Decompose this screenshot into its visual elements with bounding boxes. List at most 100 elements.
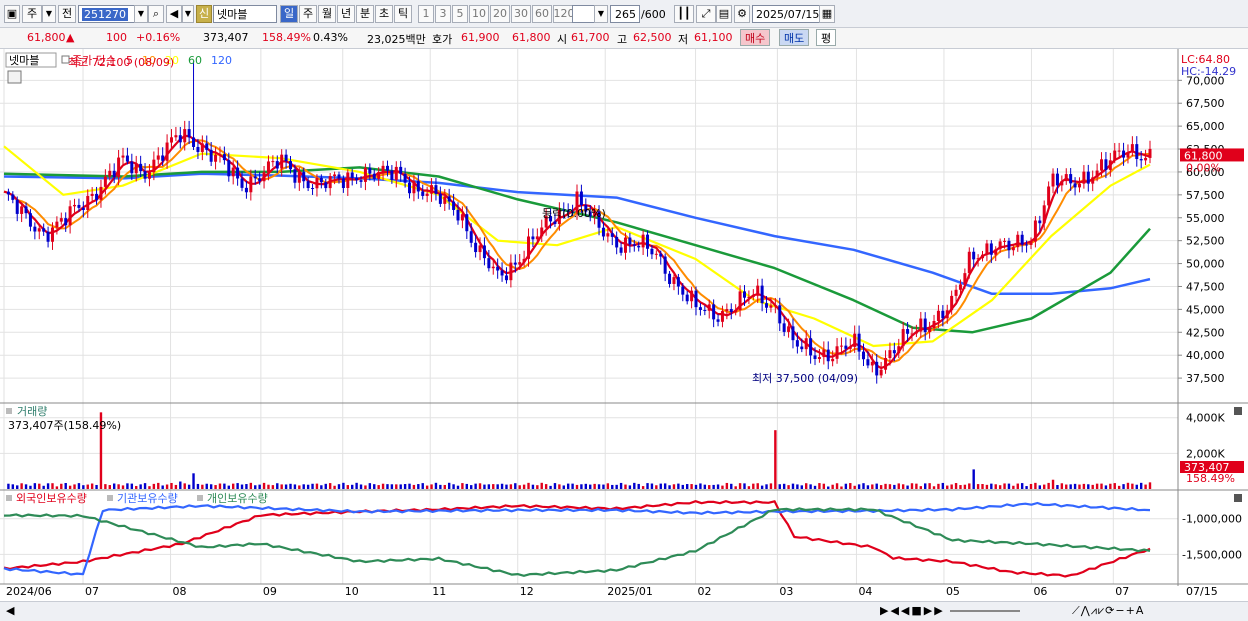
calendar-icon[interactable]: ▦ [819,5,835,23]
candle-body [174,135,178,138]
refresh-icon[interactable]: ⟳ [1105,604,1116,617]
zoom-out-icon[interactable]: − [1115,604,1126,617]
volume-bar [888,484,892,489]
volume-bar [1095,483,1099,489]
candle-body [496,266,500,271]
interval-button-1[interactable]: 1 [418,5,434,23]
volume-bar [584,483,588,489]
period-tab-5[interactable]: 초 [375,5,393,23]
forward-icon[interactable]: ▶▶ [923,604,945,617]
candle-body [161,155,165,161]
interval-button-3[interactable]: 3 [435,5,451,23]
period-tab-4[interactable]: 분 [356,5,374,23]
interval-button-30[interactable]: 30 [511,5,531,23]
chevron-down-icon[interactable]: ▼ [182,5,194,23]
volume-value: 373,407 [203,31,249,44]
period-tab-1[interactable]: 주 [299,5,317,23]
candle-body [253,176,257,179]
candle-body [1060,181,1064,186]
volume-bar [893,484,896,489]
candle-body [690,290,694,302]
interval-button-5[interactable]: 5 [452,5,468,23]
candle-body [403,173,407,183]
candle-body [222,154,226,161]
close-panel-icon[interactable] [1234,494,1242,502]
volume-bar [333,485,336,489]
volume-bar [267,484,270,489]
candle-body [1069,174,1073,184]
interval-button-60[interactable]: 60 [532,5,552,23]
buy-button[interactable]: 매수 [740,29,771,46]
interval-button-120[interactable]: 120 [553,5,575,23]
candle-body [888,350,892,358]
candle-body [981,254,985,259]
scroll-left-icon[interactable]: ◀ [6,604,15,617]
volume-bar [1131,483,1134,489]
volume-bar [289,483,292,489]
volume-bar [492,484,495,489]
chevron-down-icon[interactable]: ▼ [134,5,148,23]
play-icon[interactable]: ▶ [880,604,891,617]
draw-tool-icon[interactable]: ⤢ [696,5,716,23]
candle-body [835,346,839,359]
period-tab-6[interactable]: 틱 [394,5,412,23]
stock-chart[interactable]: 37,500 40,000 42,500 45,000 47,500 50,000 52,5… [0,49,1248,601]
volume-bar [64,483,67,489]
stock-name-tag[interactable] [5,52,57,68]
speaker-icon[interactable]: ◀ [166,5,182,23]
candle-body [147,172,151,179]
gear-icon[interactable]: ⚙ [734,5,750,23]
text-tool-icon[interactable]: A [1135,604,1145,617]
candle-body [527,236,531,259]
stock-name-field[interactable]: 넷마블 [213,5,277,23]
chevron-down-icon[interactable]: ▼ [594,5,608,23]
average-button[interactable]: 평 [816,29,837,46]
volume-bar [1109,483,1112,489]
stop-icon[interactable]: ■ [911,604,924,617]
close-panel-icon[interactable] [1234,407,1242,415]
candle-body [236,167,240,179]
indicator-checkbox[interactable] [61,55,70,64]
volume-bar [866,485,870,489]
date-input[interactable]: 2025/07/15 [752,5,820,23]
zoom-slider[interactable] [950,610,1020,612]
bar-count-input[interactable]: 265 [610,5,640,23]
ma-legend-5: 5 [126,54,133,67]
chevron-down-icon[interactable]: ▼ [42,5,56,23]
volume-bar [55,486,59,489]
trend-tool-icon[interactable]: ⩘ [1090,604,1098,617]
line-tool-icon[interactable]: ⟋ [1072,604,1081,617]
interval-button-20[interactable]: 20 [490,5,510,23]
x-tick-label: 09 [263,585,277,598]
volume-bar [932,486,936,489]
volume-bar [875,483,878,489]
rewind-icon[interactable]: ◀◀ [890,604,912,617]
zigzag-tool-icon[interactable]: ⋀ [1080,604,1091,617]
interval-button-10[interactable]: 10 [469,5,489,23]
period-select-button[interactable]: 주 [22,5,42,23]
search-icon[interactable]: ⌕ [148,5,164,23]
prev-button[interactable]: 전 [58,5,76,23]
volume-bar [540,482,543,489]
table-icon[interactable] [7,70,22,84]
zoom-in-icon[interactable]: + [1125,604,1136,617]
save-icon[interactable]: ▤ [716,5,732,23]
volume-bar [95,484,98,489]
volume-bar [364,485,367,489]
candle-body [747,296,751,298]
period-tab-3[interactable]: 년 [337,5,355,23]
candle-body [1117,150,1121,152]
period-tab-0[interactable]: 일 [280,5,298,23]
volume-bar [606,483,610,489]
stock-code-input[interactable]: 251270 [78,5,136,23]
window-icon[interactable]: ▣ [4,5,20,23]
candle-style-icon[interactable]: ┃┃ [674,5,694,23]
volume-bar [566,483,570,489]
volume-bar [1078,484,1081,489]
candle-body [804,338,808,350]
period-tab-2[interactable]: 월 [318,5,336,23]
sell-button[interactable]: 매도 [779,29,810,46]
volume-bar [514,483,517,489]
volume-bar [223,483,226,489]
fan-tool-icon[interactable]: ⩗ [1097,604,1106,617]
